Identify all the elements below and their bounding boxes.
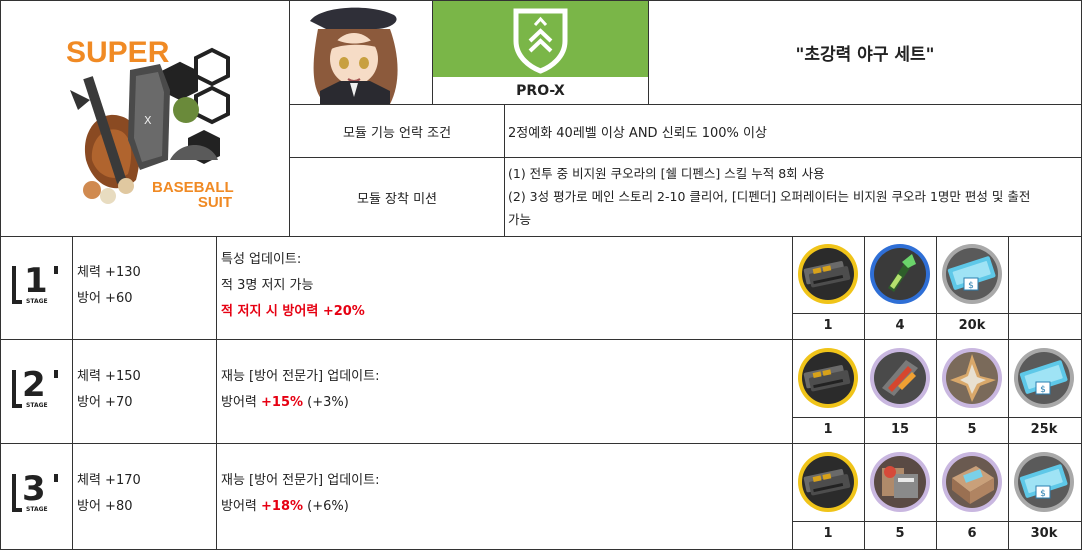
stage-1-badge: 1 STAGE — [10, 262, 60, 312]
stage-2-desc-2-suffix: (+3%) — [303, 395, 349, 410]
stage-1-def: 방어 +60 — [77, 291, 133, 306]
stage-1-qty-2: 4 — [895, 318, 905, 333]
operator-portrait — [290, 1, 432, 104]
stage-2-desc-2-prefix: 방어력 — [221, 395, 262, 410]
stage-3-qty-4: 30k — [1030, 526, 1058, 541]
crystal-electronic-unit-icon — [940, 346, 1004, 410]
mission-line-2: (2) 3성 평가로 메인 스토리 2-10 클리어, [디펜더] 오퍼레이터는… — [508, 189, 1031, 204]
stage-3-badge: 3 STAGE — [10, 470, 60, 520]
unlock-condition-label: 모듈 기능 언락 조건 — [342, 125, 452, 141]
module-image: X SUPER BASEBALL SUIT — [40, 20, 260, 220]
pro-x-shield-icon — [513, 8, 568, 74]
mission-line-3: 가능 — [508, 212, 532, 227]
lmd-icon — [940, 242, 1004, 306]
mission-label: 모듈 장착 미션 — [356, 191, 438, 207]
stage-1-hp: 체력 +130 — [77, 265, 141, 280]
stage-3-def: 방어 +80 — [77, 499, 133, 514]
stage-3-qty-1: 1 — [823, 526, 833, 541]
stage-number: 1 — [24, 261, 48, 301]
unlock-condition-value: 2정예화 40레벨 이상 AND 신뢰도 100% 이상 — [508, 126, 767, 141]
stage-caption: STAGE — [26, 402, 48, 409]
svg-text:X: X — [144, 114, 152, 127]
stage-3-desc-1: 재능 [방어 전문가] 업데이트: — [221, 473, 380, 488]
stage-1-desc-1: 특성 업데이트: — [221, 252, 302, 267]
stage-3-qty-2: 5 — [895, 526, 905, 541]
stage-2-hp: 체력 +150 — [77, 369, 141, 384]
stage-caption: STAGE — [26, 506, 48, 513]
stage-2-qty-4: 25k — [1030, 422, 1058, 437]
crystalline-component-icon — [868, 242, 932, 306]
stage-3-qty-3: 6 — [967, 526, 977, 541]
stage-3-desc-2: 방어력 +18% (+6%) — [221, 494, 349, 520]
stage-2-qty-1: 1 — [823, 422, 833, 437]
baseball-suit-module-art-icon: X — [70, 47, 230, 204]
mission-line-1: (1) 전투 중 비지원 쿠오라의 [쉘 디펜스] 스킬 누적 8회 사용 — [508, 166, 825, 181]
stage-2-badge: 2 STAGE — [10, 366, 60, 416]
logo-super-text: SUPER — [66, 36, 170, 69]
operator-cuora-avatar-icon — [310, 7, 398, 104]
stage-3-desc-2-value: +18% — [261, 499, 304, 514]
stage-3-desc-2-prefix: 방어력 — [221, 499, 262, 514]
stage-2-qty-3: 5 — [967, 422, 977, 437]
stage-2-desc-2-value: +15% — [261, 395, 304, 410]
grade-badge — [433, 1, 648, 77]
grade-label: PRO-X — [516, 82, 565, 99]
mission-text: (1) 전투 중 비지원 쿠오라의 [쉘 디펜스] 스킬 누적 8회 사용 (2… — [508, 162, 1080, 231]
logo-baseball-suit-text: BASEBALL SUIT — [152, 179, 234, 211]
refined-solvent-icon — [868, 450, 932, 514]
module-data-block-icon — [796, 450, 860, 514]
stage-2-def: 방어 +70 — [77, 395, 133, 410]
stage-2-desc-1: 재능 [방어 전문가] 업데이트: — [221, 369, 380, 384]
stage-2-qty-2: 15 — [890, 422, 910, 437]
compound-cutting-fluid-icon — [940, 450, 1004, 514]
lmd-icon — [1012, 450, 1076, 514]
stage-1-qty-3: 20k — [958, 318, 986, 333]
stage-1-qty-1: 1 — [823, 318, 833, 333]
stage-bracket-icon — [12, 474, 58, 512]
stage-1-desc-2: 적 3명 저지 가능 — [221, 278, 314, 293]
stage-2-desc-2: 방어력 +15% (+3%) — [221, 390, 349, 416]
module-data-block-icon — [796, 242, 860, 306]
stage-number: 3 — [22, 469, 46, 509]
stage-number: 2 — [22, 365, 46, 405]
module-data-block-icon — [796, 346, 860, 410]
stage-bracket-icon — [12, 370, 58, 408]
stage-bracket-icon — [12, 266, 58, 304]
stage-caption: STAGE — [26, 298, 48, 305]
module-name: "초강력 야구 세트" — [795, 45, 935, 65]
stage-1-desc-3: 적 저지 시 방어력 +20% — [221, 304, 365, 319]
stage-3-hp: 체력 +170 — [77, 473, 141, 488]
lmd-icon — [1012, 346, 1076, 410]
incandescent-alloy-icon — [868, 346, 932, 410]
stage-3-desc-2-suffix: (+6%) — [303, 499, 349, 514]
